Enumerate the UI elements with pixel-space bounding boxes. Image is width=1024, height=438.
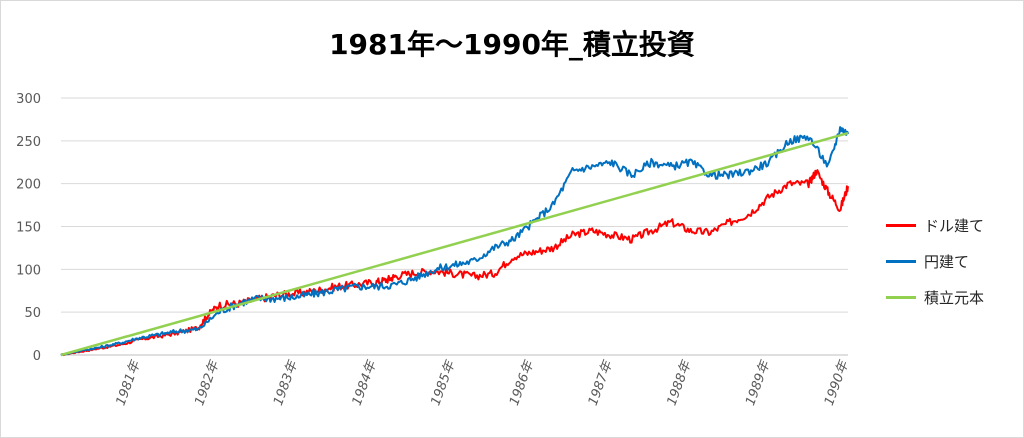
x-axis-ticks: 1981年 1982年 1983年 1984年 1985年 1986年 1987年 1988年… xyxy=(114,357,853,407)
y-tick-label: 100 xyxy=(16,263,41,278)
x-tick-label: 1987年 xyxy=(586,357,617,407)
x-tick-label: 1988年 xyxy=(664,357,695,407)
y-tick-label: 150 xyxy=(16,221,41,236)
legend-swatch-yen xyxy=(886,259,916,263)
legend-swatch-principal xyxy=(886,295,916,299)
x-tick-label: 1989年 xyxy=(743,357,774,407)
y-tick-label: 200 xyxy=(16,178,41,193)
y-tick-label: 50 xyxy=(24,306,41,321)
chart-title: 1981年～1990年_積立投資 xyxy=(329,28,695,61)
x-tick-label: 1985年 xyxy=(428,357,459,407)
series-line-principal xyxy=(60,131,849,357)
legend-label-dollar: ドル建て xyxy=(924,216,985,235)
x-tick-label: 1990年 xyxy=(822,357,853,407)
x-tick-label: 1986年 xyxy=(507,357,538,407)
y-tick-label: 0 xyxy=(33,349,41,364)
legend-label-yen: 円建て xyxy=(924,252,970,271)
legend: ドル建て 円建て 積立元本 xyxy=(886,207,984,315)
y-tick-label: 250 xyxy=(16,135,41,150)
y-axis-ticks: 0 50 100 150 200 250 300 xyxy=(16,92,41,364)
legend-item-yen: 円建て xyxy=(886,243,984,279)
series-line-dollar xyxy=(60,169,849,357)
y-tick-label: 300 xyxy=(16,92,41,107)
series-lines xyxy=(60,126,849,357)
x-tick-label: 1981年 xyxy=(114,357,145,407)
legend-item-dollar: ドル建て xyxy=(886,207,984,243)
x-tick-label: 1982年 xyxy=(192,357,223,407)
x-tick-label: 1983年 xyxy=(271,357,302,407)
legend-swatch-dollar xyxy=(886,223,916,227)
x-tick-label: 1984年 xyxy=(350,357,381,407)
legend-label-principal: 積立元本 xyxy=(924,288,985,307)
gridlines xyxy=(61,97,848,356)
legend-item-principal: 積立元本 xyxy=(886,279,984,315)
series-line-yen xyxy=(60,126,849,357)
